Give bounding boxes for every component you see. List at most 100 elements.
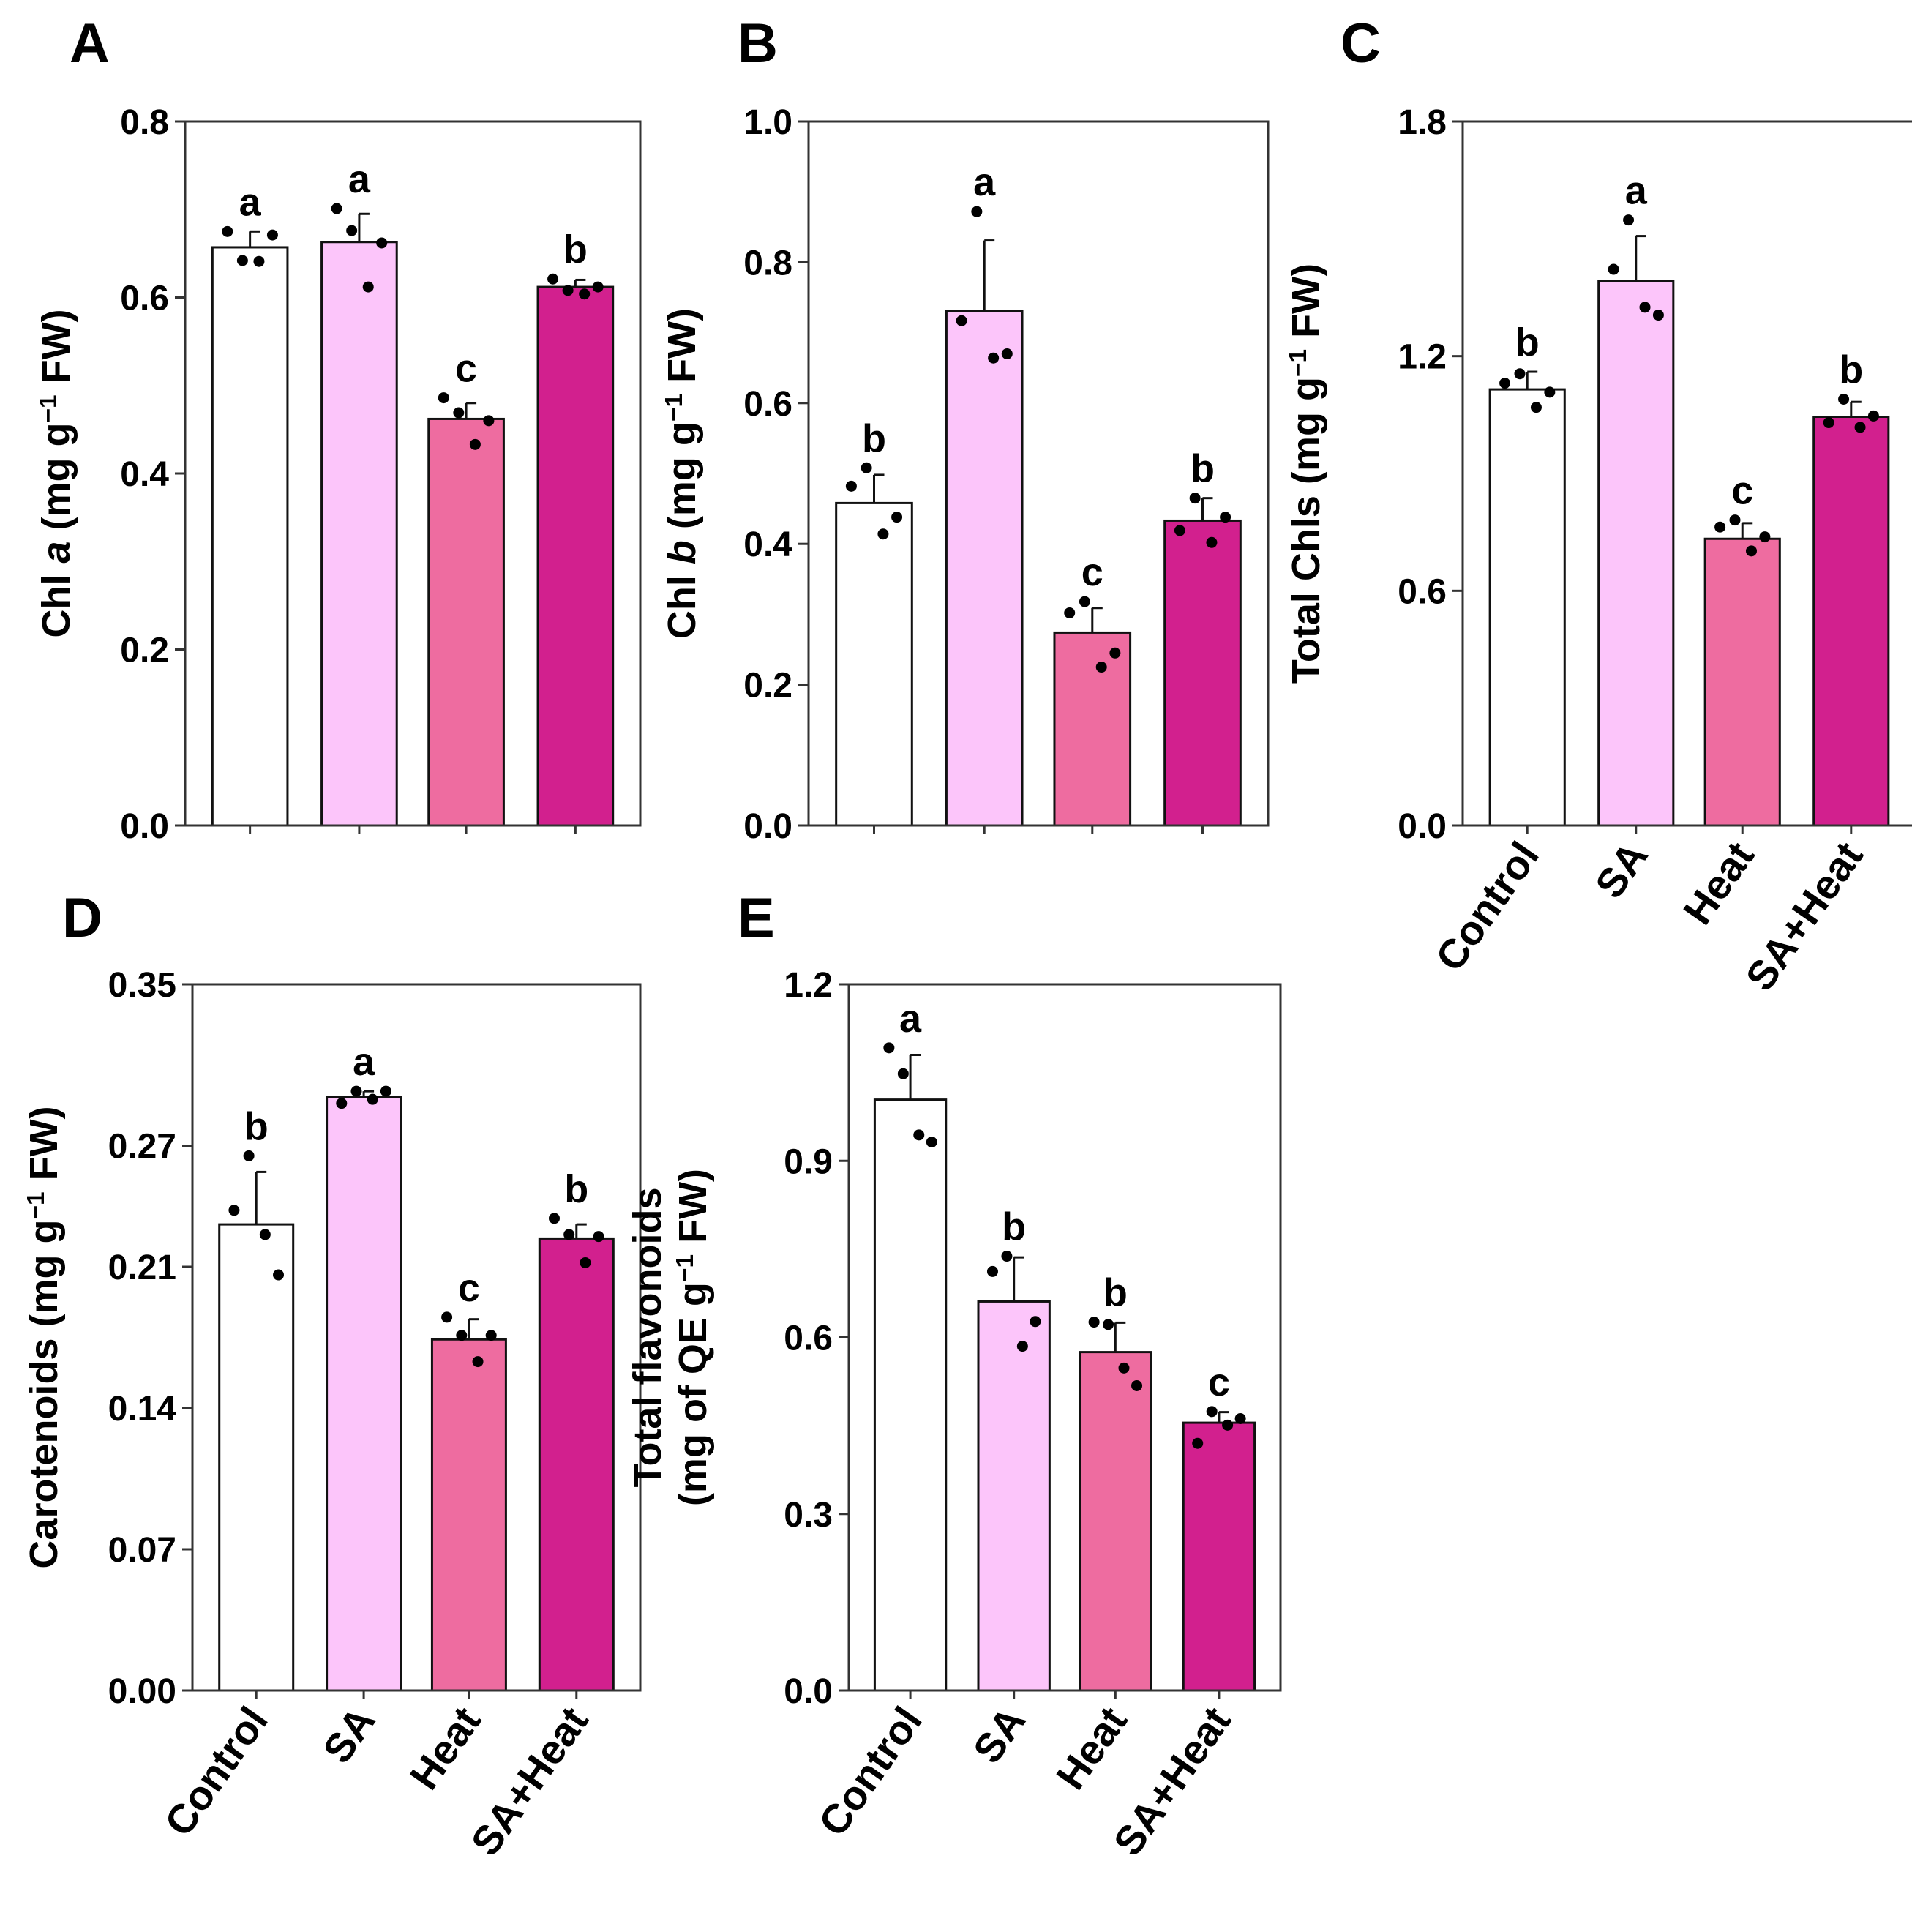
- panel-a-chl-a: Aa a c b 0.0 0.2 0.4 0.6 0.8 Chl a (mg g−1 FW): [34, 12, 642, 846]
- data-point: [485, 1330, 497, 1341]
- data-point: [380, 1085, 391, 1097]
- y-tick-label: 0.0: [1398, 807, 1447, 846]
- x-tick-label: SA: [1586, 834, 1656, 907]
- ylabel-italic: a: [34, 542, 78, 564]
- bar: [1053, 631, 1132, 827]
- significance-letter: b: [1839, 348, 1863, 392]
- data-point: [1088, 1317, 1100, 1328]
- data-point: [1079, 596, 1090, 607]
- data-point: [362, 281, 374, 293]
- data-point: [563, 1229, 575, 1240]
- data-point: [1206, 536, 1218, 548]
- data-point: [1745, 545, 1757, 557]
- bar: [1488, 388, 1566, 827]
- y-axis-label-line: Total flavonoids: [626, 1187, 670, 1487]
- y-tick-label: 1.8: [1398, 103, 1447, 142]
- data-point: [1118, 1362, 1130, 1374]
- data-point: [331, 203, 342, 214]
- y-tick-label: 0.4: [743, 525, 792, 564]
- y-axis-label: Chl a (mg g−1 FW): [34, 309, 78, 637]
- data-point: [1192, 1437, 1204, 1449]
- significance-letter: a: [348, 157, 371, 201]
- data-point: [562, 285, 574, 296]
- significance-letter: a: [1625, 169, 1648, 213]
- data-point: [1854, 422, 1866, 433]
- significance-letter: c: [1208, 1360, 1230, 1404]
- bar: [1812, 416, 1890, 827]
- y-tick-label: 0.4: [120, 455, 169, 494]
- ylabel-sup: −1: [23, 1191, 50, 1219]
- y-tick-label: 0.0: [743, 807, 792, 846]
- ylabel-suffix: FW): [660, 308, 704, 394]
- data-point: [592, 281, 604, 293]
- bar: [1703, 537, 1781, 827]
- y-tick-label: 0.0: [784, 1672, 833, 1711]
- x-tick-label: Control: [1426, 834, 1548, 979]
- x-tick-label: SA: [314, 1699, 384, 1772]
- ylabel-prefix: Carotenoids: [22, 1338, 66, 1569]
- panel-label: E: [738, 887, 775, 949]
- bar: [326, 1096, 402, 1692]
- x-tick-label: Heat: [1047, 1699, 1136, 1798]
- data-point: [1174, 525, 1185, 536]
- data-point: [469, 438, 481, 450]
- significance-letter: c: [1081, 550, 1103, 594]
- data-point: [1109, 647, 1121, 659]
- significance-letter: a: [239, 180, 262, 224]
- bar: [218, 1223, 295, 1692]
- ylabel-suffix: FW): [671, 1169, 715, 1254]
- plot-frame: [807, 120, 1270, 827]
- y-tick-label: 0.6: [120, 280, 169, 318]
- y-tick-label: 0.9: [784, 1142, 833, 1181]
- data-point: [1544, 386, 1556, 398]
- data-point: [1001, 348, 1013, 359]
- significance-letter: b: [1191, 447, 1215, 491]
- data-point: [580, 1257, 591, 1268]
- data-point: [1222, 1419, 1234, 1431]
- data-point: [228, 1205, 240, 1216]
- panel-label: A: [70, 12, 110, 75]
- data-point: [913, 1129, 925, 1141]
- bar: [1079, 1351, 1152, 1692]
- significance-letter: c: [458, 1266, 480, 1310]
- data-point: [350, 1085, 362, 1097]
- bar: [211, 246, 289, 827]
- y-axis-label-line: (mg of QE g−1 FW): [671, 1169, 715, 1506]
- data-point: [336, 1098, 348, 1109]
- significance-letter: a: [899, 997, 922, 1041]
- ylabel-sup: −1: [35, 394, 62, 422]
- bar: [1597, 280, 1675, 827]
- y-tick-label: 0.27: [108, 1128, 176, 1167]
- significance-letter: c: [1731, 469, 1753, 513]
- bar: [320, 241, 398, 827]
- significance-letter: b: [564, 1167, 588, 1211]
- data-point: [1064, 607, 1076, 618]
- ylabel-suffix: FW): [34, 309, 78, 394]
- significance-letter: a: [973, 160, 996, 204]
- y-tick-label: 0.6: [1398, 572, 1447, 611]
- y-tick-label: 0.3: [784, 1496, 833, 1535]
- data-point: [883, 1042, 895, 1054]
- data-point: [1131, 1379, 1143, 1391]
- data-point: [222, 225, 233, 237]
- y-tick-label: 1.2: [1398, 338, 1447, 377]
- significance-letter: b: [1103, 1271, 1128, 1315]
- bar: [977, 1300, 1051, 1692]
- data-point: [1608, 263, 1619, 275]
- data-point: [986, 1265, 998, 1277]
- y-axis-label: Total Chls (mg g−1 FW): [1284, 263, 1328, 684]
- data-point: [438, 392, 449, 404]
- ylabel-prefix: Chl: [660, 564, 704, 639]
- data-point: [845, 480, 857, 492]
- x-tick-label: SA: [964, 1699, 1034, 1772]
- ylabel-middle: (mg g: [1284, 377, 1328, 495]
- data-point: [1103, 1319, 1114, 1330]
- y-tick-label: 1.2: [784, 966, 833, 1005]
- data-point: [548, 1213, 560, 1224]
- data-point: [367, 1093, 378, 1105]
- data-point: [472, 1356, 484, 1368]
- significance-letter: a: [353, 1040, 375, 1084]
- data-point: [483, 415, 495, 427]
